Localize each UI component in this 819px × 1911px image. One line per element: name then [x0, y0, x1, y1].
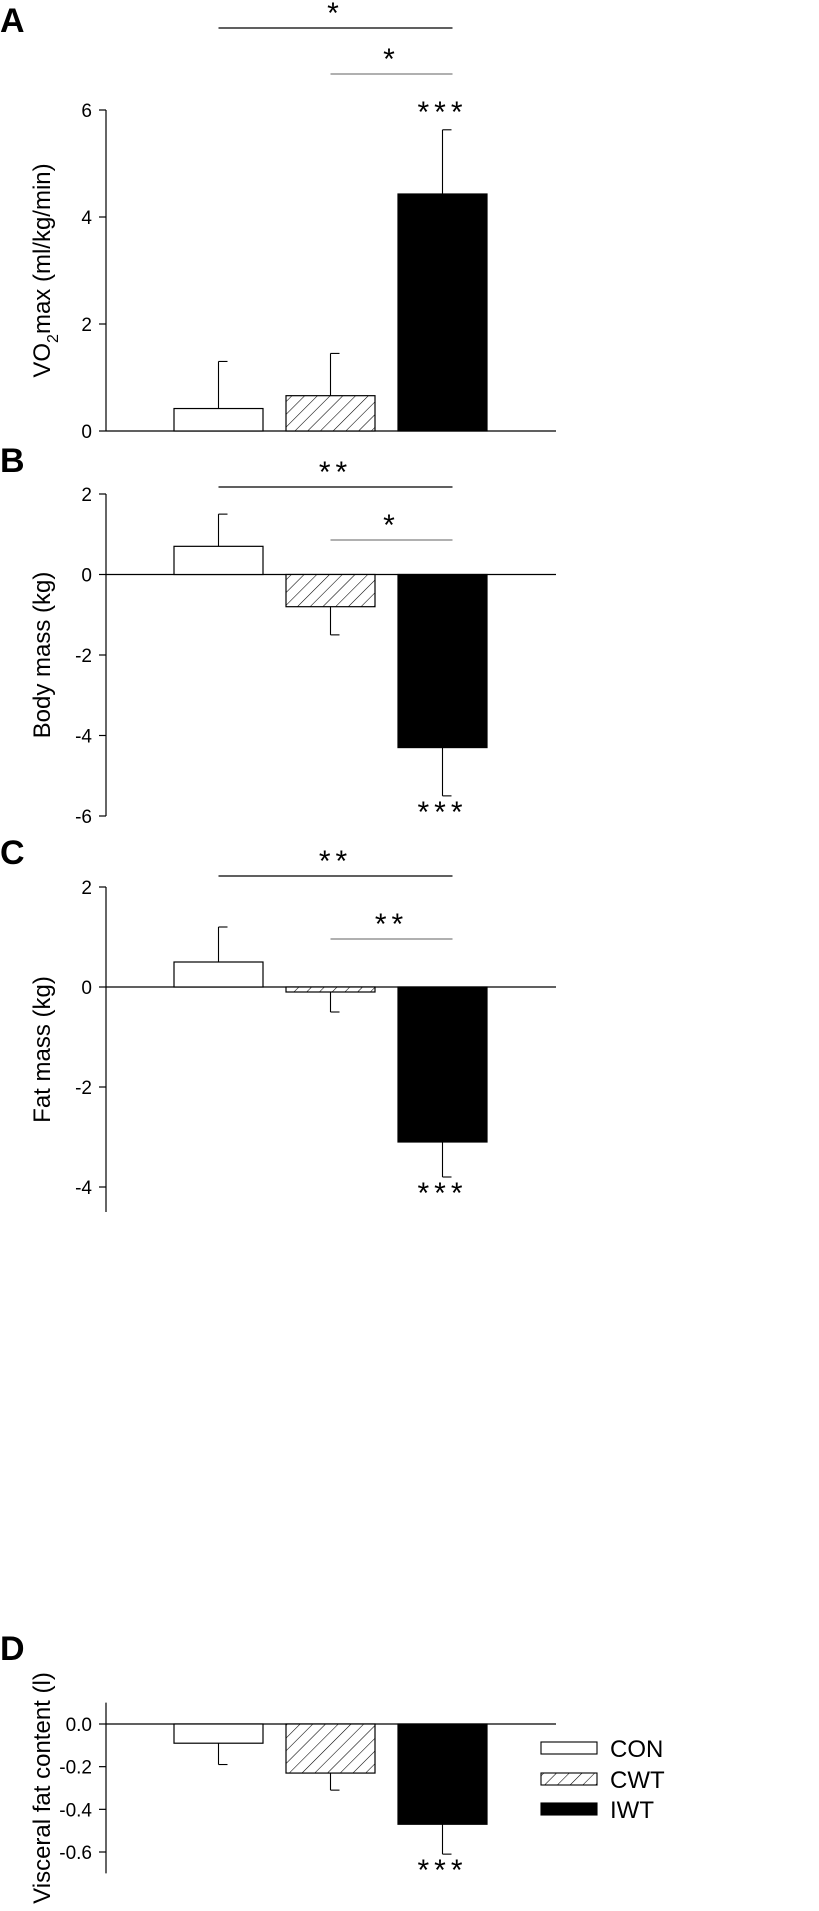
comparison-significance: ** [319, 845, 352, 878]
legend: CON CWT IWT [540, 1736, 665, 1824]
y-tick-label: 0 [81, 978, 92, 999]
comparison-significance: * [327, 0, 344, 30]
bar-significance: *** [417, 96, 467, 129]
panel-letter: B [0, 442, 25, 480]
y-axis-label-main: Fat mass (kg) [29, 976, 56, 1123]
legend-swatch [540, 1741, 598, 1755]
bar-iwt [397, 986, 488, 1143]
comparison-significance: * [383, 43, 400, 76]
panel-d: D -0.6 -0.4 -0.2 0.0 Visceral fat content (l)… [0, 1630, 556, 1904]
y-tick-label: -0.2 [59, 1758, 92, 1779]
legend-label: CON [610, 1736, 663, 1763]
comparison-significance: * [383, 509, 400, 542]
y-tick-label: -0.6 [59, 1843, 92, 1864]
y-axis-label-main: VO [29, 343, 56, 378]
legend-item-iwt: IWT [540, 1797, 654, 1824]
y-axis-label: Fat mass (kg) [29, 976, 56, 1123]
y-axis-label-main: Body mass (kg) [29, 572, 56, 739]
bar-con [173, 1723, 264, 1744]
bar-con [173, 407, 264, 432]
legend-label: CWT [610, 1767, 665, 1794]
y-tick-label: 0.0 [66, 1715, 92, 1736]
y-axis-label-subscript: 2 [45, 334, 62, 343]
y-tick-label: -2 [75, 1078, 92, 1099]
bar-significance: *** [417, 796, 467, 829]
comparison-significance: ** [375, 908, 408, 941]
bar-iwt [397, 573, 488, 749]
panel-letter: A [0, 2, 25, 40]
bar-significance: *** [417, 1854, 467, 1887]
y-tick-label: 0 [81, 422, 92, 443]
y-tick-label: -2 [75, 646, 92, 667]
legend-item-con: CON [540, 1736, 663, 1763]
y-axis-label: Body mass (kg) [29, 572, 56, 739]
bar-cwt [285, 1723, 376, 1774]
panel-letter: C [0, 834, 25, 872]
y-axis-label-rest: max (ml/kg/min) [29, 163, 56, 334]
legend-label: IWT [610, 1797, 654, 1824]
y-tick-label: 2 [81, 485, 92, 506]
bar-iwt [397, 193, 488, 432]
bar-con [173, 961, 264, 988]
y-tick-label: -0.4 [59, 1800, 92, 1821]
panel-letter: D [0, 1630, 25, 1668]
y-tick-label: 2 [81, 315, 92, 336]
y-axis-label-main: Visceral fat content (l) [29, 1672, 56, 1904]
legend-item-cwt: CWT [540, 1767, 665, 1794]
y-tick-label: 0 [81, 566, 92, 587]
y-tick-label: 2 [81, 878, 92, 899]
y-tick-label: 4 [81, 208, 92, 229]
bar-cwt [285, 986, 376, 993]
y-axis-label: VO2max (ml/kg/min) [29, 163, 62, 377]
y-tick-label: 6 [81, 101, 92, 122]
legend-swatch [540, 1772, 598, 1786]
bar-cwt [285, 573, 376, 608]
y-tick-label: -4 [75, 1178, 92, 1199]
y-axis-label: Visceral fat content (l) [29, 1672, 56, 1904]
bar-cwt [285, 395, 376, 432]
bar-con [173, 545, 264, 576]
y-tick-label: -6 [75, 807, 92, 828]
bar-iwt [397, 1723, 488, 1825]
legend-swatch [540, 1802, 598, 1816]
bar-significance: *** [417, 1177, 467, 1210]
y-tick-label: -4 [75, 727, 92, 748]
comparison-significance: ** [319, 456, 352, 489]
